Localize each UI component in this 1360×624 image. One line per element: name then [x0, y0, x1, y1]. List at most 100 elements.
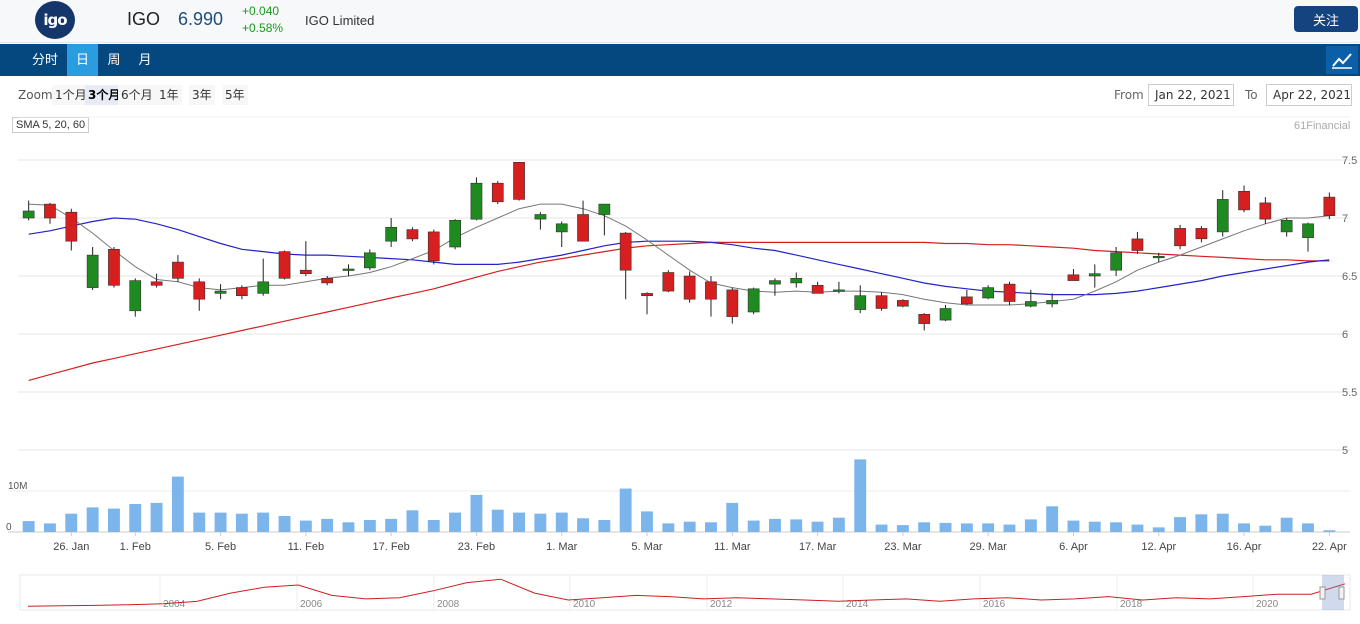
- candle-body: [86, 254, 99, 288]
- navigator-year-label: 2006: [300, 599, 323, 610]
- volume-bar: [44, 523, 56, 532]
- volume-bar: [939, 522, 952, 532]
- volume-bar: [1323, 530, 1336, 532]
- candle: [385, 218, 398, 247]
- candle-body: [1046, 300, 1058, 305]
- candle: [1195, 226, 1208, 243]
- candle: [747, 287, 760, 315]
- candle: [1216, 190, 1229, 237]
- volume-bar: [108, 508, 120, 532]
- candle-body: [1088, 273, 1101, 277]
- candle-body: [193, 281, 206, 300]
- candle-body: [726, 289, 739, 317]
- zoom-1m-button[interactable]: 1个月: [52, 85, 90, 105]
- volume-bar: [1280, 517, 1293, 532]
- tab-intraday[interactable]: 分时: [31, 53, 58, 68]
- x-tick-label: 11. Mar: [714, 541, 751, 553]
- tab-daily[interactable]: 日: [67, 44, 98, 76]
- follow-button[interactable]: 关注: [1294, 6, 1358, 32]
- candle-body: [769, 280, 781, 285]
- volume-bar: [214, 512, 227, 532]
- candle-body: [918, 313, 931, 324]
- candle-body: [236, 287, 248, 297]
- zoom-1y-button[interactable]: 1年: [156, 85, 182, 105]
- volume-bar: [790, 519, 803, 532]
- candle: [790, 272, 803, 288]
- candle-body: [833, 289, 845, 292]
- volume-bar: [1195, 514, 1208, 532]
- candle-body: [1238, 191, 1250, 211]
- candle-body: [598, 203, 611, 215]
- sma20-line: [28, 217, 1330, 296]
- candle-body: [257, 281, 270, 294]
- volume-bar: [86, 507, 99, 532]
- candle: [854, 285, 867, 314]
- x-tick-label: 1. Mar: [546, 541, 578, 553]
- volume-bar: [406, 510, 419, 532]
- candle-body: [491, 182, 504, 203]
- zoom-label: Zoom: [18, 88, 53, 102]
- volume-bar: [513, 512, 525, 532]
- volume-bar: [1088, 521, 1101, 532]
- candle: [896, 299, 909, 308]
- candle: [769, 278, 781, 296]
- chart-type-button[interactable]: [1326, 46, 1358, 74]
- to-date-input[interactable]: Apr 22, 2021: [1266, 84, 1352, 106]
- volume-bar: [1067, 520, 1080, 532]
- candle-body: [960, 296, 973, 305]
- y-tick-label: 5: [1342, 445, 1348, 457]
- candle: [662, 270, 675, 293]
- price-change-block: +0.040 +0.58%: [242, 3, 283, 37]
- volume-bar: [1302, 523, 1314, 532]
- candle: [982, 285, 994, 300]
- volume-bar: [1174, 517, 1186, 532]
- x-tick-label: 1. Feb: [120, 541, 151, 553]
- volume-bar: [577, 518, 589, 532]
- zoom-3m-button[interactable]: 3个月: [85, 85, 124, 105]
- header-bar: igo IGO 6.990 +0.040 +0.58% IGO Limited …: [0, 0, 1360, 43]
- x-tick-label: 5. Mar: [631, 541, 663, 553]
- candle: [1323, 192, 1336, 220]
- candle-body: [1025, 301, 1037, 307]
- candle-body: [662, 272, 675, 292]
- zoom-5y-button[interactable]: 5年: [222, 85, 248, 105]
- candle: [172, 255, 184, 282]
- volume-bar: [299, 520, 312, 532]
- indicator-legend[interactable]: SMA 5, 20, 60: [12, 117, 90, 133]
- candle: [342, 264, 355, 276]
- volume-bar: [321, 518, 334, 532]
- volume-bar: [854, 459, 867, 532]
- tab-weekly[interactable]: 周: [107, 53, 121, 68]
- navigator-selection: [1322, 575, 1344, 610]
- from-label: From: [1114, 88, 1144, 102]
- candle-body: [470, 182, 483, 220]
- candle-body: [1067, 274, 1080, 281]
- navigator-year-label: 2018: [1120, 599, 1143, 610]
- candle-body: [1259, 202, 1272, 220]
- candle-body: [1280, 220, 1293, 233]
- volume-bar: [385, 518, 398, 532]
- zoom-3y-button[interactable]: 3年: [189, 85, 215, 105]
- volume-bar: [1216, 513, 1229, 532]
- ticker-symbol: IGO: [127, 9, 161, 29]
- navigator-year-label: 2004: [163, 599, 186, 610]
- zoom-6m-button[interactable]: 6个月: [118, 85, 156, 105]
- logo-text: igo: [43, 11, 67, 29]
- period-tabs: 分时 日 周 月: [0, 44, 1360, 76]
- x-tick-label: 11. Feb: [288, 541, 325, 553]
- candle-body: [939, 308, 952, 321]
- from-date-input[interactable]: Jan 22, 2021: [1148, 84, 1234, 106]
- x-tick-label: 22. Apr: [1312, 541, 1347, 553]
- candle-body: [747, 288, 760, 313]
- candle: [1088, 264, 1101, 288]
- candle-body: [278, 251, 291, 279]
- volume-bar: [1003, 524, 1016, 532]
- candle: [577, 200, 589, 242]
- to-label: To: [1245, 88, 1258, 102]
- volume-bar: [896, 525, 909, 532]
- candle: [939, 305, 952, 322]
- volume-bar: [982, 523, 995, 532]
- tab-monthly[interactable]: 月: [138, 53, 152, 68]
- navigator-frame: [19, 574, 1351, 611]
